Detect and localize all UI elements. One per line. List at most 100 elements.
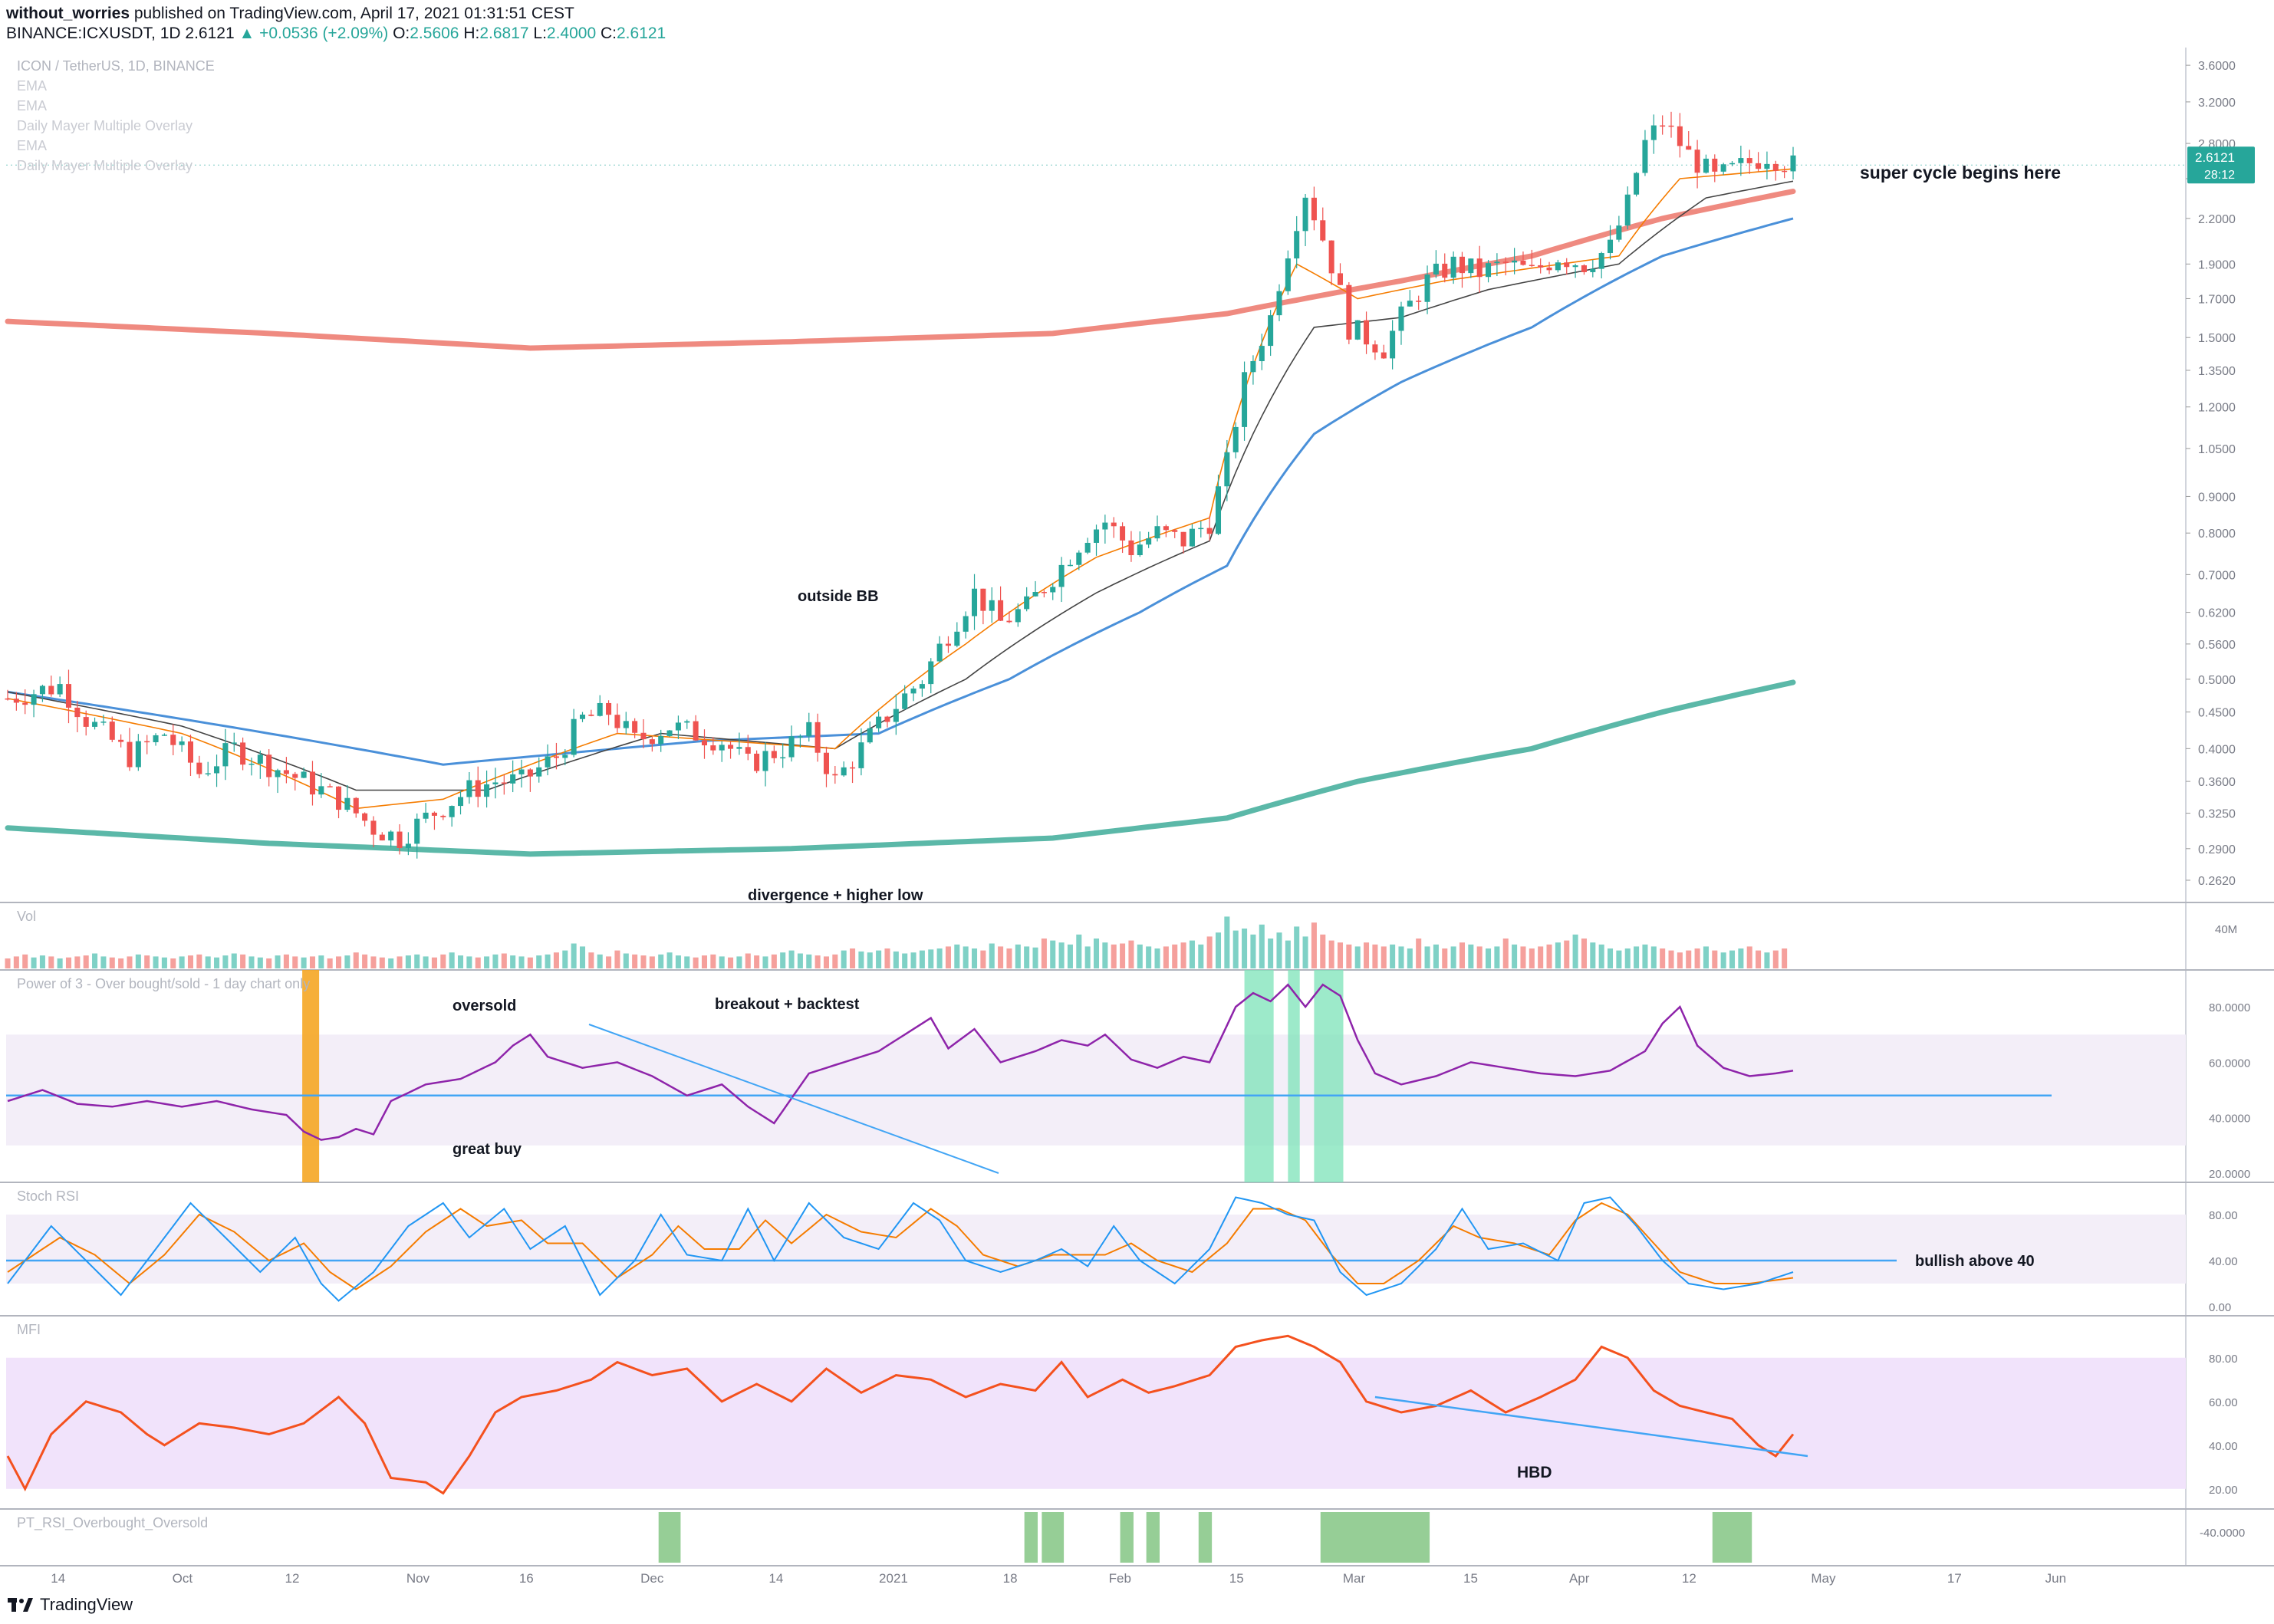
volume-bar [1276, 932, 1282, 968]
pt-signal-bar [1024, 1512, 1038, 1563]
candle-body [5, 698, 11, 700]
candle-body [196, 762, 202, 774]
candle-body [1381, 352, 1387, 359]
volume-bar [1015, 944, 1021, 968]
brand-name[interactable]: TradingView [40, 1595, 133, 1614]
volume-bar [1512, 944, 1518, 968]
candle-body [797, 736, 803, 738]
time-tick-label: 2021 [879, 1571, 908, 1586]
volume-bar [597, 954, 603, 968]
candle-body [257, 754, 263, 764]
candle-body [1041, 592, 1047, 593]
volume-bar [1720, 952, 1726, 968]
volume-bar [336, 956, 342, 968]
legend-item: Daily Mayer Multiple Overlay [17, 158, 193, 173]
volume-bar [1328, 940, 1334, 968]
candle-body [1215, 486, 1222, 534]
hbd-trendline [1374, 1396, 1808, 1458]
volume-bar [814, 955, 821, 968]
candle-body [989, 600, 995, 611]
pt-signal-bar [1198, 1512, 1213, 1563]
published-text: published on TradingView.com, April 17, … [133, 5, 574, 22]
price-tick-label: 1.5000 [2198, 332, 2236, 345]
volume-bar [1486, 948, 1492, 968]
candle-body [1660, 125, 1666, 127]
price-tick-label: 0.4500 [2198, 707, 2236, 720]
candle-body [649, 739, 655, 745]
candle-body [623, 721, 629, 728]
candle-body [832, 774, 838, 776]
time-tick-label: 16 [519, 1571, 534, 1586]
candle-body [1337, 273, 1344, 285]
candle-body [161, 735, 167, 736]
oscillator-title: Stoch RSI [17, 1188, 79, 1204]
candle-body [336, 786, 342, 810]
time-tick-label: Dec [640, 1571, 664, 1586]
volume-bar [1450, 946, 1456, 968]
candle-body [597, 702, 603, 716]
volume-bar [728, 957, 734, 968]
volume-bar [998, 946, 1004, 968]
candle-body [457, 797, 464, 807]
volume-bar [1337, 942, 1344, 968]
candle-body [1502, 261, 1509, 263]
mayer-lower-line [5, 679, 1796, 857]
candle-body [118, 739, 124, 742]
vol-title: Vol [17, 909, 36, 924]
candle-body [963, 616, 969, 632]
oscillator-tick-label: 80.00 [2209, 1353, 2238, 1366]
ohlc-line: BINANCE:ICXUSDT, 1D 2.6121 ▲ +0.0536 (+2… [6, 25, 666, 43]
legend-item: EMA [17, 138, 47, 153]
high-label: H: [463, 25, 480, 42]
candle-body [1372, 344, 1378, 353]
oscillator-tick-label: 20.0000 [2209, 1168, 2250, 1181]
volume-bar [545, 954, 551, 968]
candle-body [1520, 260, 1526, 265]
candle-body [1590, 268, 1596, 272]
candle-body [1756, 163, 1762, 169]
oscillator-tick-label: 60.0000 [2209, 1057, 2250, 1070]
time-tick-label: 12 [1682, 1571, 1696, 1586]
symbol: BINANCE:ICXUSDT, 1D [6, 25, 181, 42]
candle-body [370, 820, 377, 835]
candle-body [919, 684, 925, 689]
time-tick-label: 12 [285, 1571, 300, 1586]
tradingview-logo-icon [8, 1598, 33, 1612]
volume-bar [1442, 948, 1448, 968]
volume-bar [1268, 939, 1274, 968]
volume-bar [893, 951, 899, 968]
volume-bar [1782, 948, 1788, 968]
volume-bar [344, 955, 350, 968]
candle-body [1067, 564, 1073, 567]
candle-body [100, 722, 107, 723]
annotation-breakout: breakout + backtest [715, 996, 860, 1013]
price-tick-label: 0.2620 [2198, 875, 2236, 888]
candle-body [1564, 262, 1570, 268]
candle-body [614, 715, 620, 728]
chart-canvas[interactable]: 3.60003.20002.80002.50002.20001.90001.70… [0, 48, 2274, 1589]
candle-body [728, 745, 734, 749]
candle-body [248, 763, 255, 765]
author[interactable]: without_worries [6, 5, 130, 22]
candle-body [693, 721, 699, 741]
candle-body [1555, 262, 1561, 271]
candle-body [1581, 265, 1587, 272]
volume-bar [1529, 948, 1535, 968]
legend-item: EMA [17, 78, 47, 94]
volume-bar [980, 950, 986, 968]
candle-body [1268, 315, 1274, 347]
candle-body [405, 843, 411, 848]
candle-body [144, 741, 150, 743]
annotation-oversold: oversold [452, 998, 516, 1014]
price-tick-label: 0.7000 [2198, 569, 2236, 582]
volume-bar [1250, 934, 1256, 968]
volume-bar [153, 956, 159, 968]
candle-body [606, 702, 612, 715]
candle-body [57, 684, 63, 695]
volume-bar [1032, 947, 1038, 968]
volume-bar [693, 957, 699, 968]
pt-signal-bar [1320, 1512, 1430, 1563]
candle-body [13, 699, 19, 703]
candle-body [884, 716, 890, 722]
candle-body [266, 754, 272, 777]
